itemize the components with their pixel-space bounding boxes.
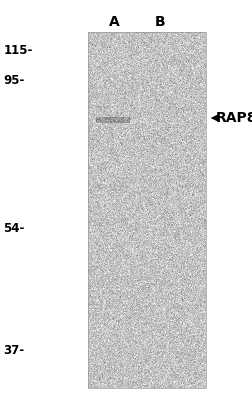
Text: 54-: 54- bbox=[4, 222, 25, 234]
Bar bbox=[88, 32, 205, 388]
Text: 115-: 115- bbox=[4, 44, 33, 56]
Text: A: A bbox=[109, 15, 119, 29]
Text: RAP80: RAP80 bbox=[215, 111, 252, 125]
Text: B: B bbox=[154, 15, 165, 29]
Text: 37-: 37- bbox=[4, 344, 24, 356]
Text: 95-: 95- bbox=[4, 74, 25, 86]
